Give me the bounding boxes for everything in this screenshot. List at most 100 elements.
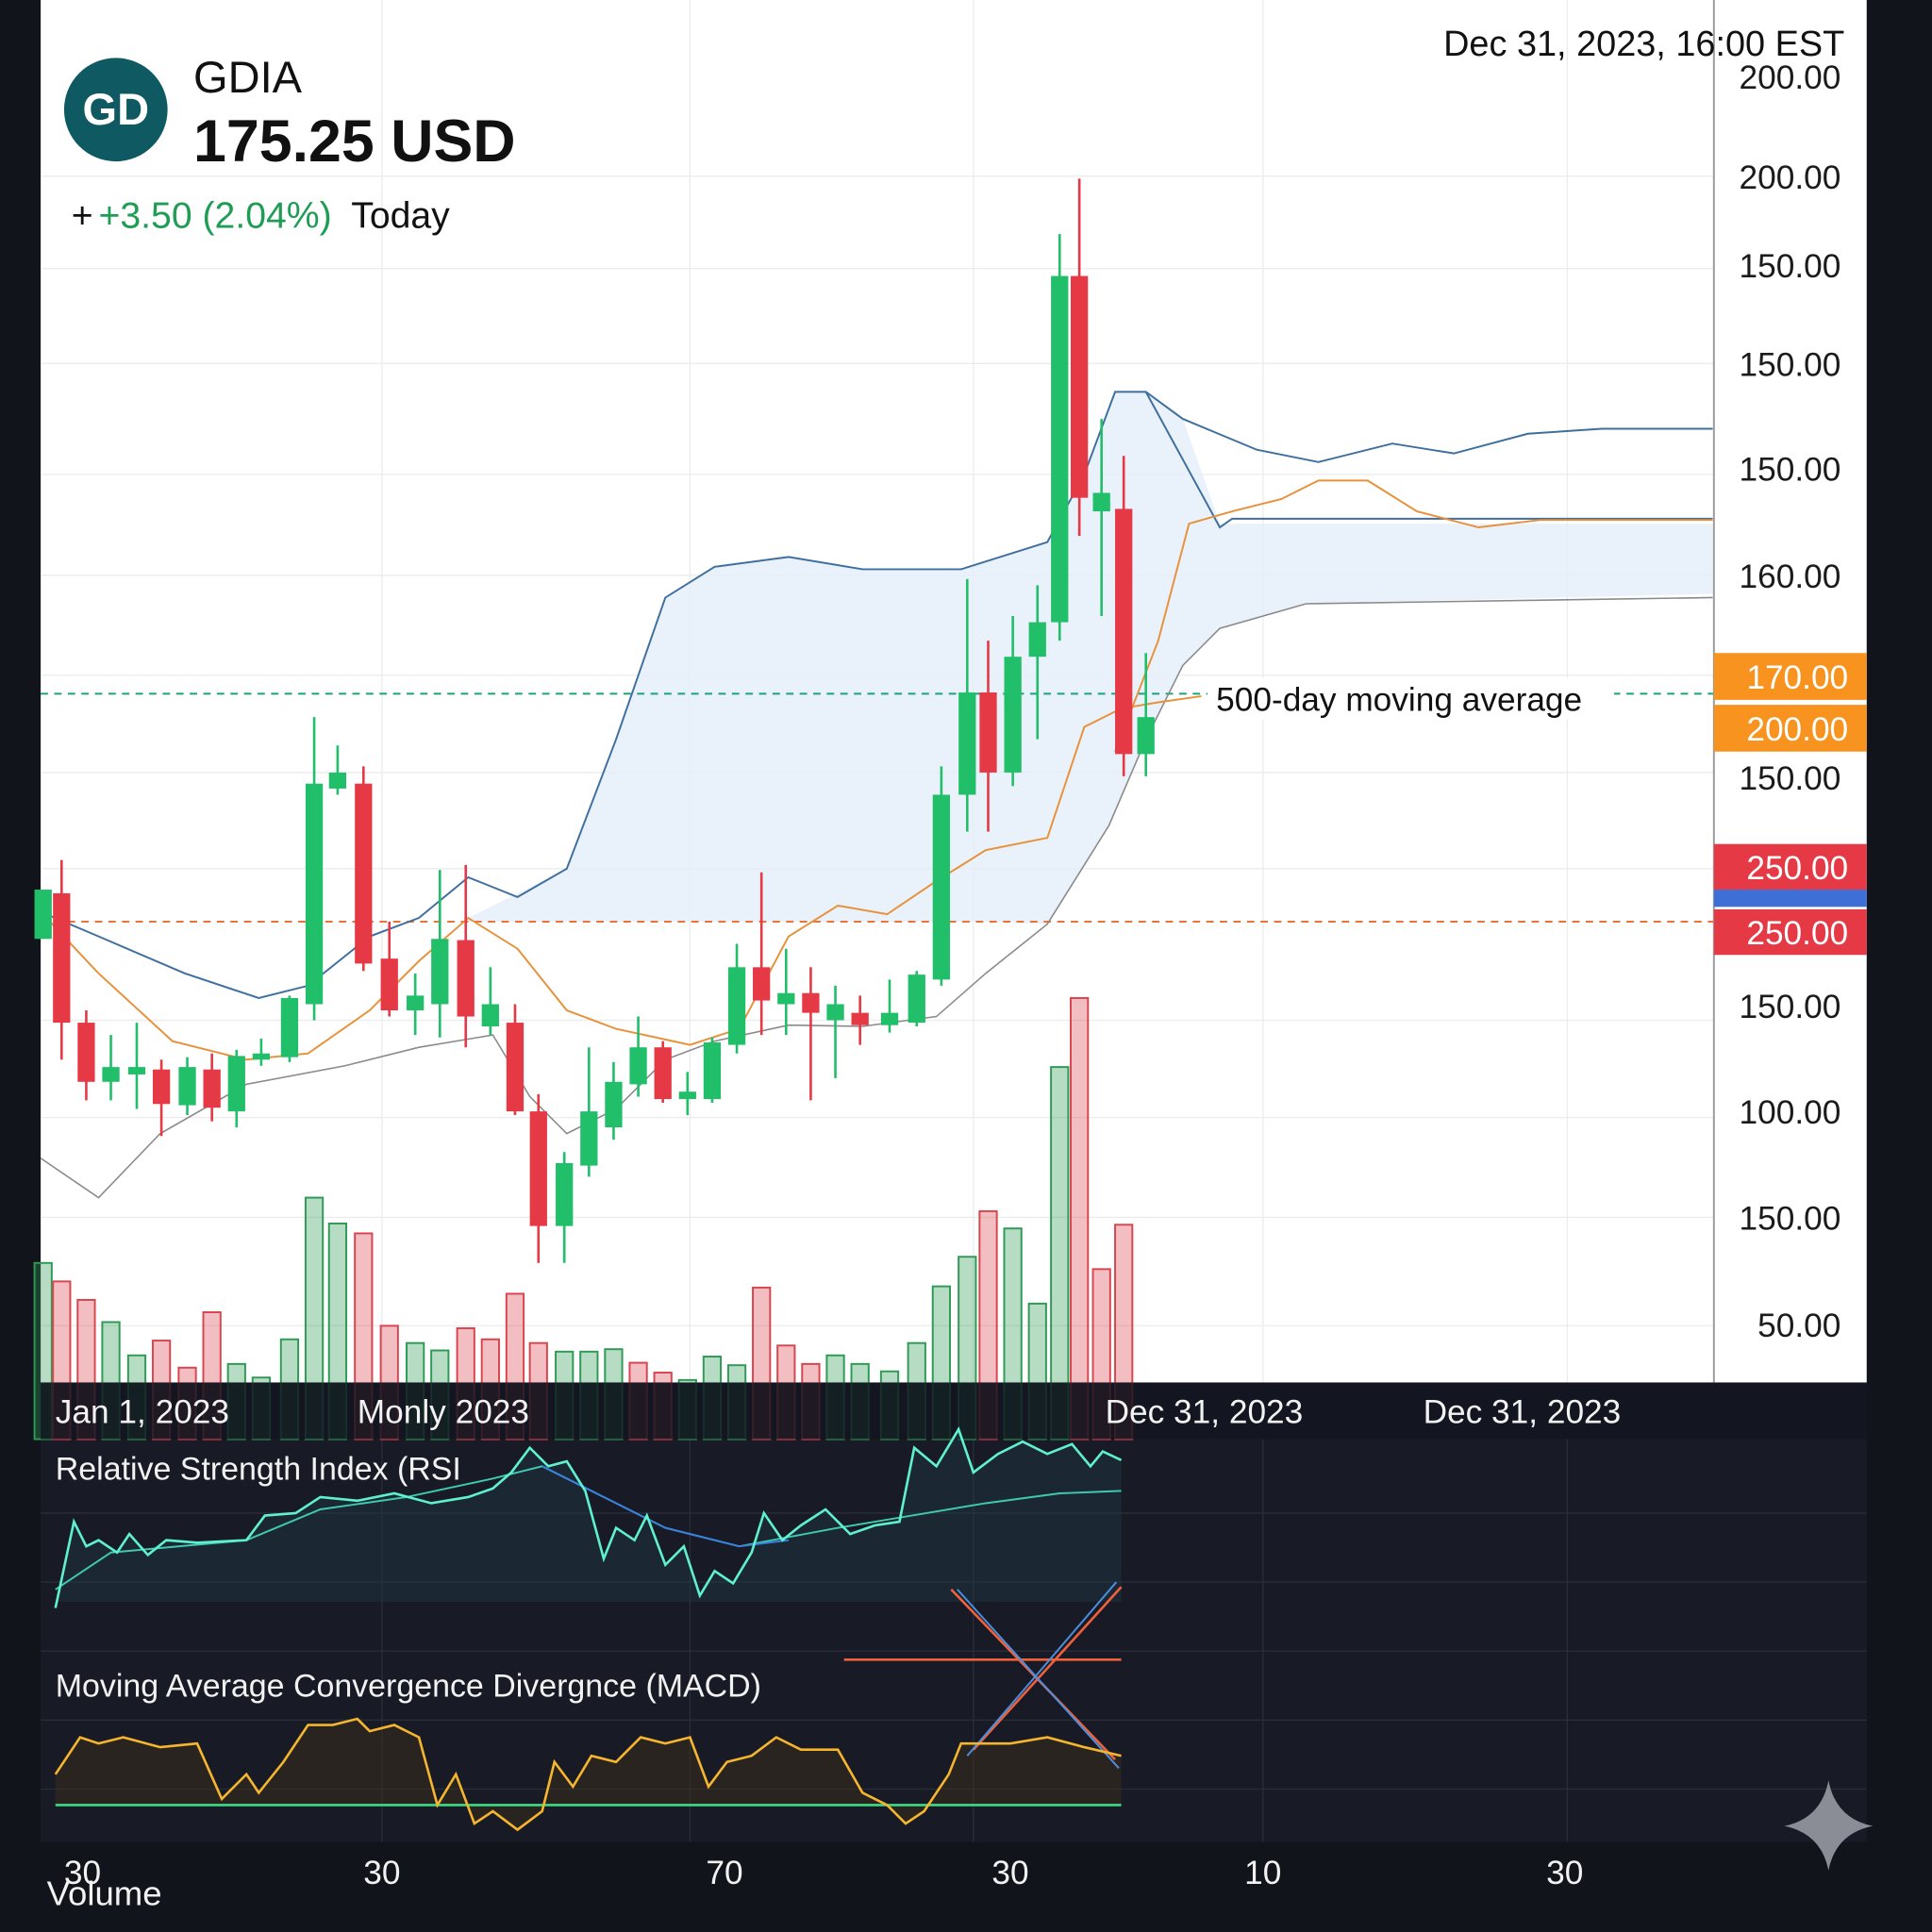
date-axis-label: Dec 31, 2023: [1424, 1394, 1622, 1431]
ma-line: [1114, 479, 1713, 753]
candle-body: [727, 967, 746, 1045]
candle-body: [958, 692, 976, 795]
bottom-axis-label: 30: [1546, 1855, 1583, 1891]
candle-body: [431, 939, 449, 1005]
bands: [40, 391, 1714, 1199]
price-axis-label: 200.00: [1740, 159, 1841, 196]
price-tag: [1713, 843, 1867, 891]
candle-body: [1028, 622, 1046, 658]
price-axis-label: 150.00: [1740, 248, 1841, 285]
logo-text: GD: [83, 84, 150, 134]
candle-body: [407, 995, 425, 1011]
candle-body: [178, 1067, 196, 1106]
macd-title: Moving Average Convergence Divergnce (MA…: [56, 1669, 761, 1705]
price-tag-label: 250.00: [1746, 850, 1848, 887]
candle-body: [77, 1023, 95, 1082]
macd-fill: [55, 1719, 1122, 1830]
candle-body: [802, 992, 820, 1013]
change-prefix: +: [72, 196, 93, 237]
upper-band: [40, 391, 1713, 999]
price-tag: [1713, 653, 1867, 700]
candle-body: [1071, 275, 1089, 498]
candle-body: [280, 997, 299, 1058]
candle-body: [102, 1067, 120, 1082]
candle-body: [880, 1012, 899, 1025]
volume-label: Volume: [47, 1874, 162, 1912]
candle-body: [457, 940, 475, 1017]
sparkle-icon: [1784, 1780, 1874, 1871]
candle-body: [53, 892, 71, 1024]
candle-body: [851, 1012, 869, 1025]
price-tags: 200.00 200.00 150.00 150.00 150.00 160.00 150.…: [56, 59, 1867, 1431]
candle-body: [481, 1004, 499, 1026]
rsi-title: Relative Strength Index (RSI: [56, 1452, 461, 1488]
ma-annotation: 500-day moving average: [1216, 682, 1582, 719]
candle-body: [1137, 717, 1155, 755]
candle-body: [605, 1081, 623, 1128]
candle-body: [1092, 492, 1110, 512]
candle-body: [506, 1023, 525, 1112]
macd-line: [54, 1717, 1122, 1832]
date-axis-label: Dec 31, 2023: [1106, 1394, 1304, 1431]
price-axis-label: 50.00: [1757, 1307, 1840, 1344]
candle-body: [979, 692, 997, 773]
price: 175.25 USD: [193, 108, 516, 175]
price-tag-label: 250.00: [1746, 915, 1848, 952]
lower-band: [40, 596, 1713, 1199]
volume-bar: [1070, 996, 1090, 1441]
candle-body: [203, 1069, 221, 1108]
candle-body: [529, 1111, 547, 1226]
change-period: Today: [351, 196, 450, 237]
timestamp: Dec 31, 2023, 16:00 EST: [1443, 25, 1844, 64]
price-axis-label: 160.00: [1740, 558, 1841, 595]
candle-body: [305, 783, 324, 1005]
rsi-signal-blue: [541, 1465, 790, 1548]
symbol: GDIA: [193, 52, 303, 102]
price-axis-label: 150.00: [1740, 989, 1841, 1025]
price-tag-label: 170.00: [1746, 659, 1848, 696]
price-axis-label: 200.00: [1740, 59, 1841, 96]
candle-body: [678, 1091, 696, 1100]
price-tag: [1713, 908, 1867, 956]
candle-body: [908, 974, 925, 1024]
candles: [34, 178, 1155, 1263]
cross-line: [957, 1589, 1120, 1769]
cross-line: [966, 1581, 1118, 1757]
rsi-fill: [55, 1429, 1122, 1608]
candle-body: [34, 890, 52, 940]
candle-body: [152, 1069, 171, 1105]
price-axis-label: 150.00: [1740, 1201, 1841, 1238]
cross-line: [972, 1586, 1123, 1751]
bottom-axis-label: 30: [64, 1855, 101, 1891]
price-axis-label: 150.00: [1740, 346, 1841, 383]
logo: [63, 58, 168, 162]
bottom-axis-label: 30: [991, 1855, 1028, 1891]
price-tag-strip: [1713, 890, 1867, 908]
price-tag-label: 200.00: [1746, 711, 1848, 748]
bottom-axis-label: 10: [1244, 1855, 1281, 1891]
candle-body: [932, 794, 951, 980]
change: +3.50 (2.04%): [98, 196, 331, 237]
candle-body: [1115, 508, 1133, 755]
candle-body: [1051, 275, 1069, 623]
candle-body: [777, 992, 795, 1005]
candle-body: [629, 1047, 647, 1085]
indicators: 30 30 70 30 10 30: [54, 1426, 1583, 1891]
date-axis-label: Monly 2023: [358, 1394, 529, 1431]
candle-body: [826, 1004, 844, 1021]
price-axis-label: 100.00: [1740, 1094, 1841, 1131]
candle-body: [556, 1162, 574, 1226]
candle-body: [654, 1047, 672, 1100]
candle-body: [1004, 657, 1022, 773]
date-axis-label: Jan 1, 2023: [56, 1394, 229, 1431]
price-axis-label: 150.00: [1740, 760, 1841, 797]
price-axis-label: 150.00: [1740, 451, 1841, 488]
candle-body: [753, 967, 771, 1001]
band-fill: [468, 391, 1713, 924]
bottom-axis-label: 30: [363, 1855, 400, 1891]
candle-body: [380, 958, 398, 1011]
candle-body: [127, 1067, 146, 1074]
candle-body: [703, 1041, 722, 1100]
price-tag: [1713, 705, 1867, 752]
